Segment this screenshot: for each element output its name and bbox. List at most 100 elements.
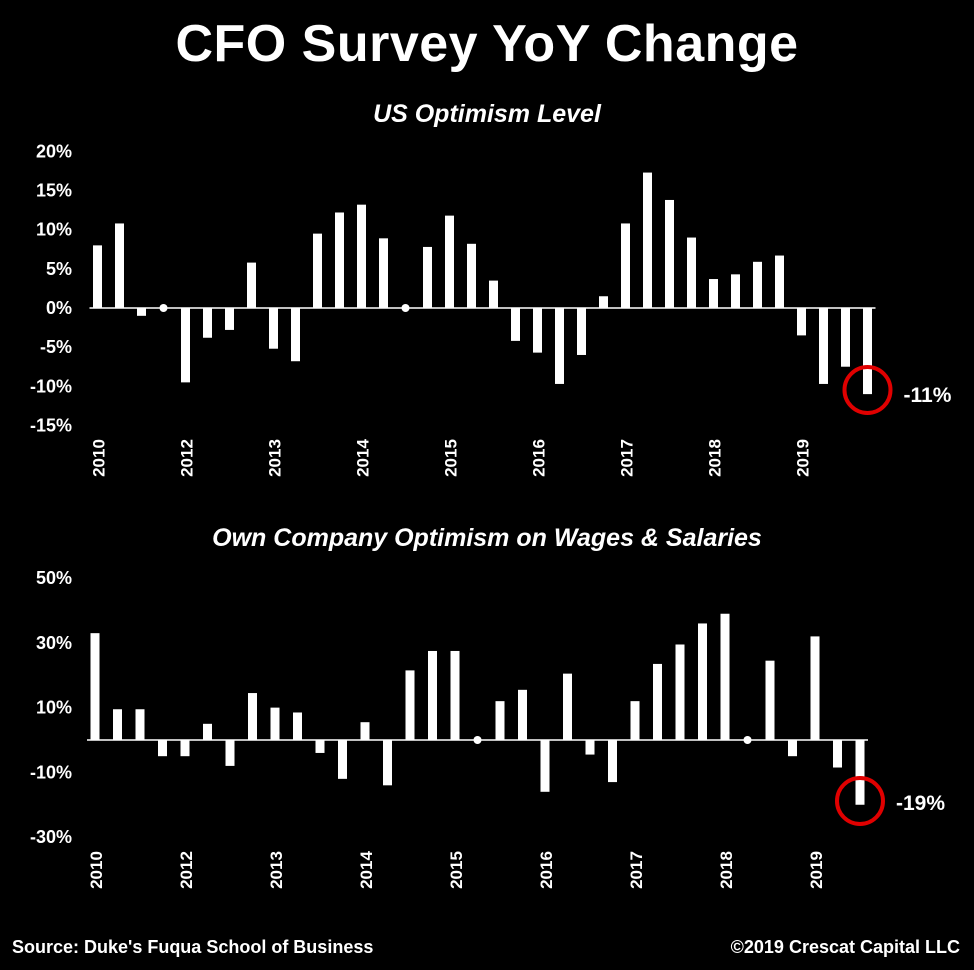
c2-bar (810, 636, 820, 740)
c1-bar (775, 255, 784, 308)
c1-bar (709, 279, 718, 308)
c1-bar (731, 274, 740, 308)
c1-bar (863, 308, 872, 395)
c2-bar (495, 701, 505, 740)
c1-bar (841, 308, 850, 367)
c2-x-tick-label: 2010 (87, 851, 106, 889)
c1-y-tick-label: 15% (36, 181, 72, 201)
c1-bar (819, 308, 828, 384)
c1-bar (401, 304, 410, 312)
c1-bar (533, 308, 542, 353)
c2-bar (630, 701, 640, 740)
c1-highlight-label: -11% (904, 384, 952, 407)
c1-bar (291, 308, 300, 362)
c2-bar (608, 740, 617, 783)
c2-highlight-circle (835, 776, 885, 826)
c1-bar (115, 223, 124, 308)
c1-x-tick-label: 2016 (530, 439, 549, 477)
c2-bar (788, 740, 797, 757)
c2-bar (270, 707, 280, 740)
c1-y-tick-label: 5% (46, 259, 72, 279)
c2-bar (248, 693, 257, 740)
c1-x-tick-label: 2013 (266, 439, 285, 477)
c2-bar (203, 723, 212, 740)
c2-x-tick-label: 2013 (267, 851, 286, 889)
c2-bar (383, 740, 392, 786)
c1-x-tick-label: 2018 (706, 439, 725, 477)
c2-bar (585, 740, 595, 755)
c2-x-tick-label: 2015 (447, 851, 466, 889)
c1-bar (753, 261, 762, 308)
c2-y-tick-label: -10% (30, 762, 72, 782)
c1-bar (797, 308, 806, 336)
chart1-subtitle: US Optimism Level (373, 100, 601, 128)
c2-bar (315, 740, 325, 753)
c1-bar (445, 215, 454, 308)
c2-bar (698, 623, 707, 740)
c1-x-tick-label: 2014 (354, 439, 373, 477)
c1-y-tick-label: 20% (36, 141, 72, 161)
c2-x-tick-label: 2019 (807, 851, 826, 889)
c1-y-tick-label: -5% (40, 337, 72, 357)
c2-bar (855, 740, 865, 805)
c1-y-tick-label: 10% (36, 220, 72, 240)
c1-bar (159, 304, 168, 312)
c2-x-tick-label: 2016 (537, 851, 556, 889)
c2-y-tick-label: 30% (36, 633, 72, 653)
c2-bar (563, 673, 572, 740)
c1-bar (335, 212, 344, 308)
c1-bar (93, 245, 102, 308)
c1-bar (357, 204, 366, 308)
c2-bar (743, 736, 752, 744)
chart-title: CFO Survey YoY Change (175, 15, 799, 73)
c1-bar (599, 296, 608, 308)
c2-bar (338, 740, 347, 779)
c2-bar (833, 740, 842, 768)
c1-x-tick-label: 2015 (442, 439, 461, 477)
c2-y-tick-label: -30% (30, 827, 72, 847)
c2-y-tick-label: 10% (36, 698, 72, 718)
c1-bar (423, 246, 432, 308)
c2-bar (765, 660, 775, 740)
c2-bar (540, 740, 550, 792)
c1-bar (379, 238, 388, 308)
c1-x-tick-label: 2019 (794, 439, 813, 477)
c2-x-tick-label: 2017 (627, 851, 646, 889)
c2-bar (180, 740, 190, 757)
c1-bar (665, 199, 674, 308)
c1-bar (137, 308, 146, 316)
c2-highlight-label: -19% (896, 792, 945, 815)
c1-y-tick-label: -15% (30, 415, 72, 435)
c1-bar (467, 243, 476, 308)
c2-bar (360, 722, 370, 740)
c2-bar (135, 709, 145, 740)
c1-bar (489, 280, 498, 308)
c1-x-tick-label: 2012 (178, 439, 197, 477)
c2-bar (653, 663, 662, 740)
c1-highlight-circle (842, 365, 893, 415)
c2-x-tick-label: 2018 (717, 851, 736, 889)
c1-bar (511, 308, 520, 341)
c1-bar (225, 308, 234, 330)
c1-bar (621, 223, 630, 308)
c2-bar (158, 740, 167, 757)
c1-bar (313, 233, 322, 308)
c2-bar (293, 712, 302, 740)
c2-bar (473, 736, 482, 744)
c2-x-tick-label: 2012 (177, 851, 196, 889)
c2-y-tick-label: 50% (36, 568, 72, 588)
c1-x-tick-label: 2017 (618, 439, 637, 477)
c1-bar (247, 262, 256, 308)
c2-bar (405, 670, 415, 740)
c1-bar (687, 237, 696, 308)
source-note: Source: Duke's Fuqua School of Business (12, 937, 374, 957)
c2-x-tick-label: 2014 (357, 851, 376, 889)
c1-bar (643, 172, 652, 308)
c1-x-tick-label: 2010 (90, 439, 109, 477)
c2-bar (720, 613, 730, 740)
c2-bar (113, 709, 122, 740)
c2-bar (90, 633, 100, 740)
c1-bar (555, 308, 564, 384)
c1-bar (181, 308, 190, 383)
